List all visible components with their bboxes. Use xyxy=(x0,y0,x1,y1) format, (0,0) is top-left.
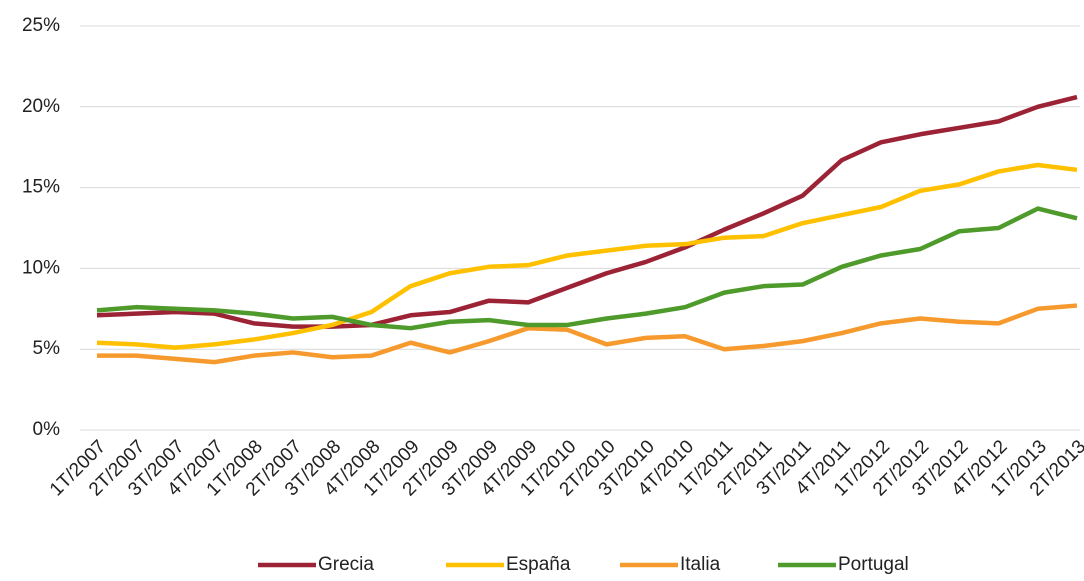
legend-label: Italia xyxy=(680,554,721,575)
y-tick-label: 5% xyxy=(33,338,61,359)
legend-label: España xyxy=(506,554,571,575)
series-line xyxy=(97,303,1078,365)
legend-label: Grecia xyxy=(318,554,374,575)
series-line xyxy=(96,162,1078,350)
y-tick-label: 15% xyxy=(22,177,60,198)
y-tick-label: 10% xyxy=(22,257,60,278)
y-tick-label: 0% xyxy=(33,419,61,440)
series-line xyxy=(96,94,1078,329)
series-line xyxy=(96,206,1078,331)
y-tick-label: 20% xyxy=(22,96,60,117)
legend-label: Portugal xyxy=(838,554,909,575)
y-tick-label: 25% xyxy=(22,15,60,36)
